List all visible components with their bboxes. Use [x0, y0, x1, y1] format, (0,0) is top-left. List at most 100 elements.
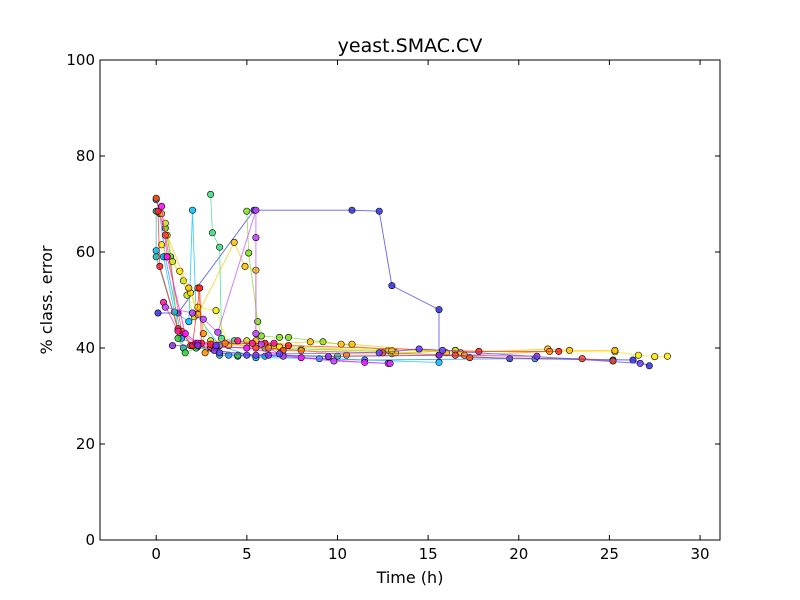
series-9-point-9 — [306, 338, 314, 346]
x-tick-label-5: 25 — [600, 545, 619, 563]
series-17-point-5 — [415, 345, 423, 353]
series-13-point-4 — [248, 339, 256, 347]
series-12-point-10 — [555, 347, 563, 355]
x-tick-label-2: 10 — [328, 545, 347, 563]
series-2-point-9 — [435, 358, 443, 366]
series-14-point-2 — [181, 330, 189, 338]
series-2-point-4 — [189, 206, 197, 214]
y-tick-label-0: 0 — [85, 531, 95, 549]
series-0-point-4 — [375, 207, 383, 215]
series-9-point-10 — [337, 340, 345, 348]
series-5 — [207, 190, 396, 355]
series-0-point-3 — [348, 206, 356, 214]
series-4-point-2 — [174, 334, 182, 342]
series-16-point-1 — [194, 342, 202, 350]
series-15-point-5 — [252, 234, 260, 242]
series-8-point-10 — [634, 351, 642, 359]
series-7 — [161, 219, 459, 357]
y-tick-label-4: 80 — [76, 147, 95, 165]
series-17-point-0 — [212, 342, 220, 350]
series-12-point-8 — [284, 342, 292, 350]
series-11-point-10 — [578, 355, 586, 363]
series-0-point-10 — [645, 362, 653, 370]
series-15-point-0 — [161, 303, 169, 311]
series-17-point-1 — [216, 349, 224, 357]
series-11-point-9 — [466, 354, 474, 362]
series-5-point-0 — [207, 190, 215, 198]
series-15-point-6 — [252, 330, 260, 338]
series-9-point-11 — [348, 340, 356, 348]
series-6-line — [246, 211, 456, 355]
series-10-point-1 — [199, 330, 207, 338]
series-9 — [158, 210, 619, 357]
series-17-point-7 — [636, 359, 644, 367]
x-axis-label: Time (h) — [376, 568, 444, 587]
y-tick-label-3: 60 — [76, 243, 95, 261]
series-13-point-5 — [270, 339, 278, 347]
series-14-point-1 — [163, 253, 171, 261]
series-12-point-4 — [196, 284, 204, 292]
series-17-point-2 — [243, 351, 251, 359]
series-15-point-1 — [189, 309, 197, 317]
series-9-point-5 — [241, 262, 249, 270]
x-tick-label-6: 30 — [691, 545, 710, 563]
x-tick-label-3: 15 — [419, 545, 438, 563]
series-6-point-5 — [284, 333, 292, 341]
series-8-point-5 — [212, 307, 220, 315]
series-4-point-3 — [181, 349, 189, 357]
series-14-point-5 — [243, 344, 251, 352]
x-axis: 0 5 10 15 20 25 30 — [151, 60, 710, 563]
series-5-point-2 — [216, 243, 224, 251]
series-8-point-0 — [158, 241, 166, 249]
series-11-line — [155, 198, 614, 362]
series-16-point-5 — [324, 353, 332, 361]
series-0-point-0 — [154, 309, 162, 317]
series-8-point-11 — [651, 353, 659, 361]
series-0-point-9 — [629, 356, 637, 364]
series-12-point-1 — [156, 262, 164, 270]
series-5-point-1 — [208, 229, 216, 237]
series-15-point-3 — [214, 328, 222, 336]
y-axis-label: % class. error — [37, 245, 56, 354]
series-12-point-9 — [475, 347, 483, 355]
series-2-line — [155, 210, 440, 363]
plot-frame — [99, 59, 721, 541]
series-7-point-1 — [169, 258, 177, 266]
series-13-point-1 — [174, 327, 182, 335]
series-7-line — [164, 223, 456, 354]
y-tick-label-2: 40 — [76, 339, 95, 357]
series-11-point-11 — [609, 357, 617, 365]
series-17-point-4 — [375, 349, 383, 357]
series-0-point-6 — [435, 306, 443, 314]
series-15-point-7 — [257, 340, 265, 348]
series-9-line — [161, 213, 615, 354]
series-17-line — [215, 345, 641, 364]
series-15-point-2 — [199, 315, 207, 323]
series-5-line — [210, 194, 392, 352]
series-9-point-4 — [230, 238, 238, 246]
series-8 — [158, 241, 671, 361]
series-12-point-0 — [154, 207, 162, 215]
series-9-point-15 — [565, 346, 573, 354]
series-15-point-4 — [252, 206, 260, 214]
series-6-point-6 — [319, 338, 327, 346]
y-axis: 0 20 40 60 80 100 — [66, 51, 720, 549]
series-13-point-3 — [234, 337, 242, 345]
series-3-point-1 — [152, 253, 160, 261]
series-14-point-0 — [158, 202, 166, 210]
y-tick-label-1: 20 — [76, 435, 95, 453]
x-tick-label-4: 20 — [509, 545, 528, 563]
series-9-point-2 — [185, 284, 193, 292]
chart-title: yeast.SMAC.CV — [338, 35, 483, 57]
series-2-point-3 — [185, 318, 193, 326]
x-tick-label-1: 5 — [242, 545, 252, 563]
series-6 — [243, 207, 459, 358]
series-16-point-0 — [169, 342, 177, 350]
y-tick-label-5: 100 — [66, 51, 95, 69]
series-16-point-6 — [435, 351, 443, 359]
series-13-line — [163, 302, 274, 344]
series-6-point-1 — [245, 249, 253, 257]
series-6-point-0 — [243, 207, 251, 215]
series-8-point-12 — [663, 352, 671, 360]
